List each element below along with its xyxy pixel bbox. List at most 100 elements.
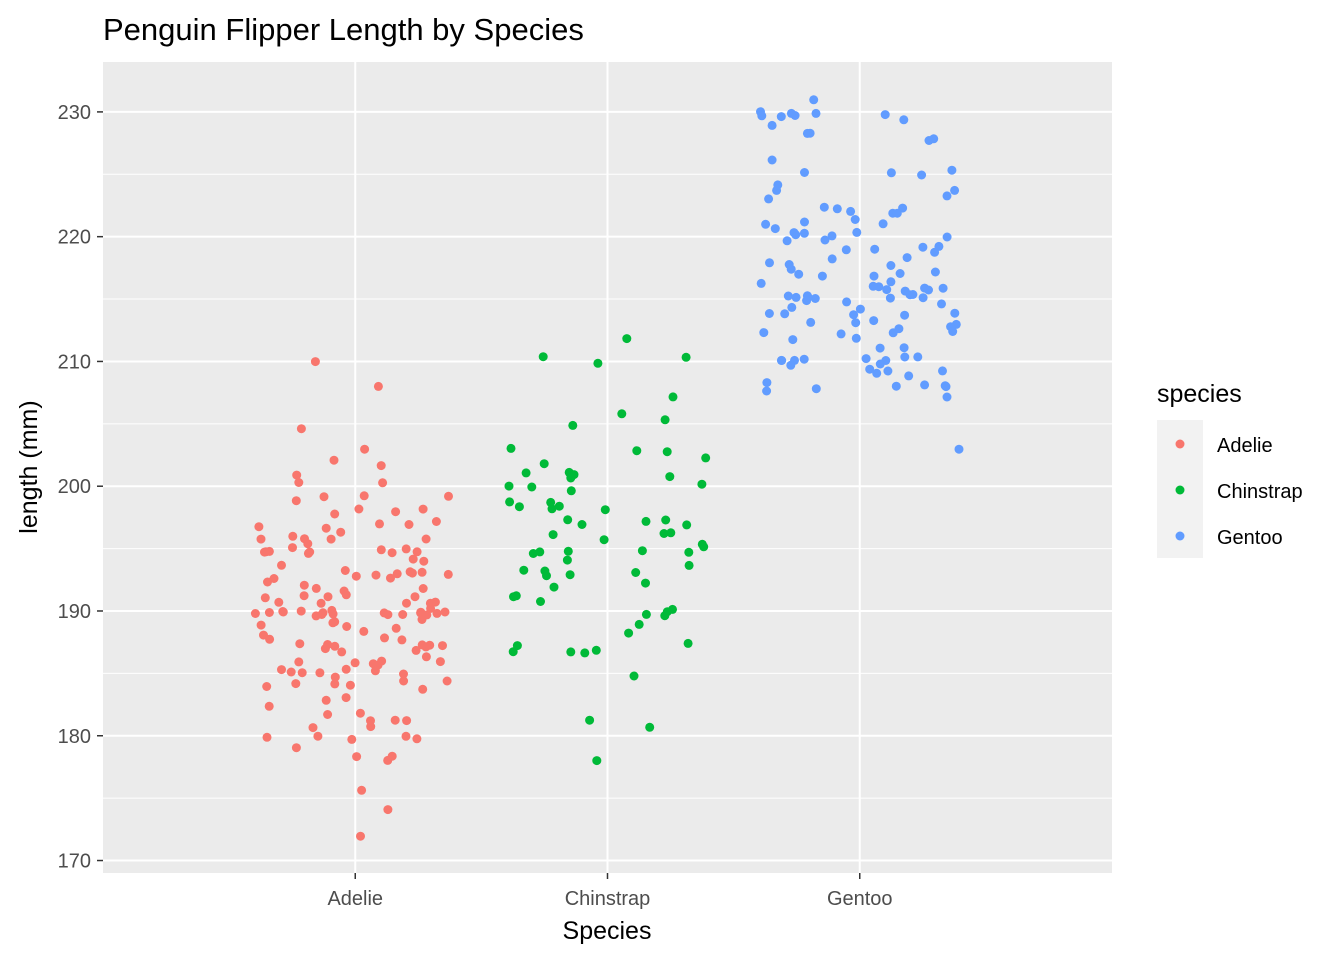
data-point xyxy=(888,328,898,338)
data-point xyxy=(404,520,414,529)
data-point xyxy=(310,357,320,367)
data-point xyxy=(659,529,669,538)
data-point xyxy=(371,570,381,580)
data-point xyxy=(378,478,388,488)
data-point xyxy=(789,228,799,238)
data-point xyxy=(421,534,431,544)
data-point xyxy=(538,352,548,362)
data-point xyxy=(519,565,529,575)
y-tick-label: 230 xyxy=(58,102,91,124)
data-point xyxy=(295,639,305,649)
data-point xyxy=(938,283,948,293)
data-point xyxy=(802,128,812,138)
data-point xyxy=(934,241,944,251)
y-tick-label: 220 xyxy=(58,227,91,249)
y-tick-label: 180 xyxy=(58,726,91,748)
data-point xyxy=(950,308,960,318)
data-point xyxy=(794,269,804,279)
data-point xyxy=(852,227,862,237)
data-point xyxy=(535,547,545,557)
data-point xyxy=(951,319,961,329)
data-point xyxy=(882,285,892,295)
data-point xyxy=(849,310,859,320)
data-point xyxy=(767,120,777,130)
data-point xyxy=(799,354,809,364)
data-point xyxy=(913,352,923,362)
data-point xyxy=(851,333,861,343)
data-point xyxy=(918,293,928,303)
data-point xyxy=(629,671,639,681)
data-point xyxy=(341,664,351,674)
data-point xyxy=(665,472,675,482)
data-point xyxy=(444,491,453,501)
data-point xyxy=(412,547,422,557)
data-point xyxy=(875,359,885,369)
data-point xyxy=(554,501,564,511)
data-point xyxy=(924,136,934,145)
y-tick-label: 200 xyxy=(58,476,91,498)
data-point xyxy=(386,573,395,583)
data-point xyxy=(938,366,947,376)
y-axis-title: length (mm) xyxy=(15,400,43,533)
data-point xyxy=(585,715,595,725)
data-point xyxy=(841,245,851,255)
data-point xyxy=(376,461,386,471)
data-point xyxy=(359,626,369,636)
data-point xyxy=(565,570,575,580)
data-point xyxy=(631,568,641,577)
data-point xyxy=(410,592,420,602)
data-point xyxy=(800,217,809,227)
data-point xyxy=(539,459,549,469)
data-point xyxy=(802,296,812,306)
data-point xyxy=(299,580,309,590)
data-point xyxy=(810,294,820,303)
y-axis: 170 180 190 200 210 220 230 xyxy=(58,102,103,873)
data-point xyxy=(352,752,362,762)
data-point xyxy=(549,582,559,592)
data-point xyxy=(900,352,910,362)
data-point xyxy=(895,269,905,278)
data-point xyxy=(786,360,796,370)
data-point xyxy=(340,566,350,575)
data-point xyxy=(443,569,453,579)
data-point xyxy=(701,453,711,463)
data-point xyxy=(399,669,408,679)
data-point xyxy=(683,638,693,648)
data-point xyxy=(641,609,651,619)
data-point xyxy=(442,676,452,686)
data-point xyxy=(641,516,651,526)
data-point xyxy=(277,560,286,570)
data-point xyxy=(547,504,557,514)
data-point xyxy=(637,546,647,556)
data-point xyxy=(330,641,340,651)
chart-title: Penguin Flipper Length by Species xyxy=(103,12,584,47)
data-point xyxy=(800,168,809,177)
data-point xyxy=(311,611,321,621)
data-point xyxy=(827,231,837,241)
data-point xyxy=(262,682,272,691)
data-point xyxy=(291,743,301,753)
data-point xyxy=(391,623,401,633)
data-point xyxy=(899,343,909,353)
data-point xyxy=(505,497,515,507)
data-point xyxy=(562,555,572,565)
x-tick-label: Chinstrap xyxy=(565,888,651,910)
data-point xyxy=(402,716,412,726)
data-point xyxy=(886,168,896,178)
data-point xyxy=(418,684,428,694)
data-point xyxy=(390,715,400,725)
data-point xyxy=(308,723,318,733)
data-point xyxy=(662,447,672,457)
data-point xyxy=(811,384,821,394)
data-point xyxy=(617,409,627,419)
data-point xyxy=(504,481,514,491)
y-tick-label: 170 xyxy=(58,851,91,873)
data-point xyxy=(641,578,650,588)
data-point xyxy=(668,392,678,402)
data-point xyxy=(811,108,821,118)
data-point xyxy=(351,571,361,581)
data-point xyxy=(297,668,307,678)
data-point xyxy=(419,556,429,566)
data-point xyxy=(274,597,284,607)
data-point xyxy=(947,165,957,175)
